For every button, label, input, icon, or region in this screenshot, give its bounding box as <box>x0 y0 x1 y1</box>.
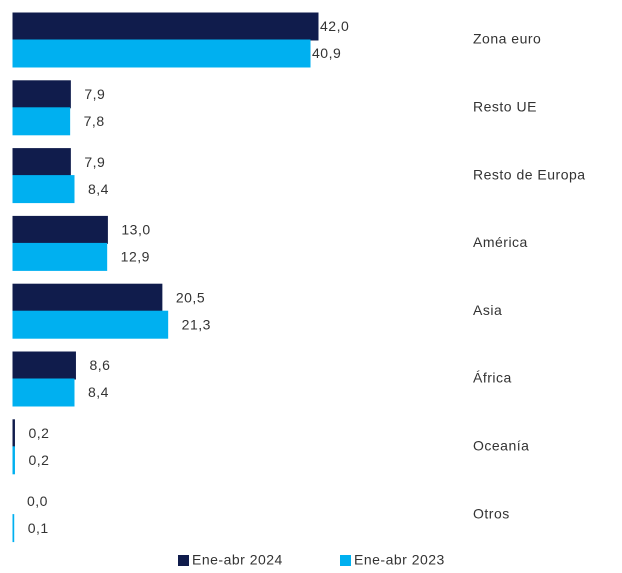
category-label: Asia <box>473 302 502 318</box>
value-label: 12,9 <box>121 249 150 265</box>
category-label: Zona euro <box>473 31 541 47</box>
bar <box>12 283 163 312</box>
bar <box>12 310 169 339</box>
value-label: 0,2 <box>28 452 49 468</box>
value-label: 40,9 <box>312 45 341 61</box>
value-label: 0,1 <box>28 520 49 536</box>
value-label: 8,4 <box>88 384 109 400</box>
value-label: 7,9 <box>84 154 105 170</box>
value-label: 7,9 <box>84 86 105 102</box>
bar <box>12 107 71 136</box>
category-label: América <box>473 234 528 250</box>
legend-label: Ene-abr 2024 <box>192 552 283 568</box>
value-label: 8,6 <box>89 357 110 373</box>
value-label: 0,0 <box>27 493 48 509</box>
value-label: 21,3 <box>182 316 211 332</box>
bar <box>12 446 15 475</box>
value-label: 20,5 <box>176 289 205 305</box>
bar <box>12 351 76 380</box>
value-label: 42,0 <box>320 18 349 34</box>
value-label: 7,8 <box>84 113 105 129</box>
bar <box>12 419 15 448</box>
value-label: 0,2 <box>28 425 49 441</box>
bar <box>12 378 75 407</box>
legend-label: Ene-abr 2023 <box>354 552 445 568</box>
category-label: Otros <box>473 505 510 521</box>
category-label: África <box>473 370 512 386</box>
bar <box>12 242 108 271</box>
value-label: 8,4 <box>88 181 109 197</box>
bar <box>12 175 75 204</box>
bar <box>12 514 15 543</box>
category-label: Resto de Europa <box>473 166 586 182</box>
bar <box>12 148 71 177</box>
bar <box>12 39 311 68</box>
bar <box>12 12 319 41</box>
category-label: Oceanía <box>473 438 529 454</box>
legend-swatch <box>178 555 189 566</box>
bar <box>12 215 108 244</box>
category-label: Resto UE <box>473 99 537 115</box>
value-label: 13,0 <box>121 222 150 238</box>
legend-swatch <box>340 555 351 566</box>
bar <box>12 80 71 109</box>
